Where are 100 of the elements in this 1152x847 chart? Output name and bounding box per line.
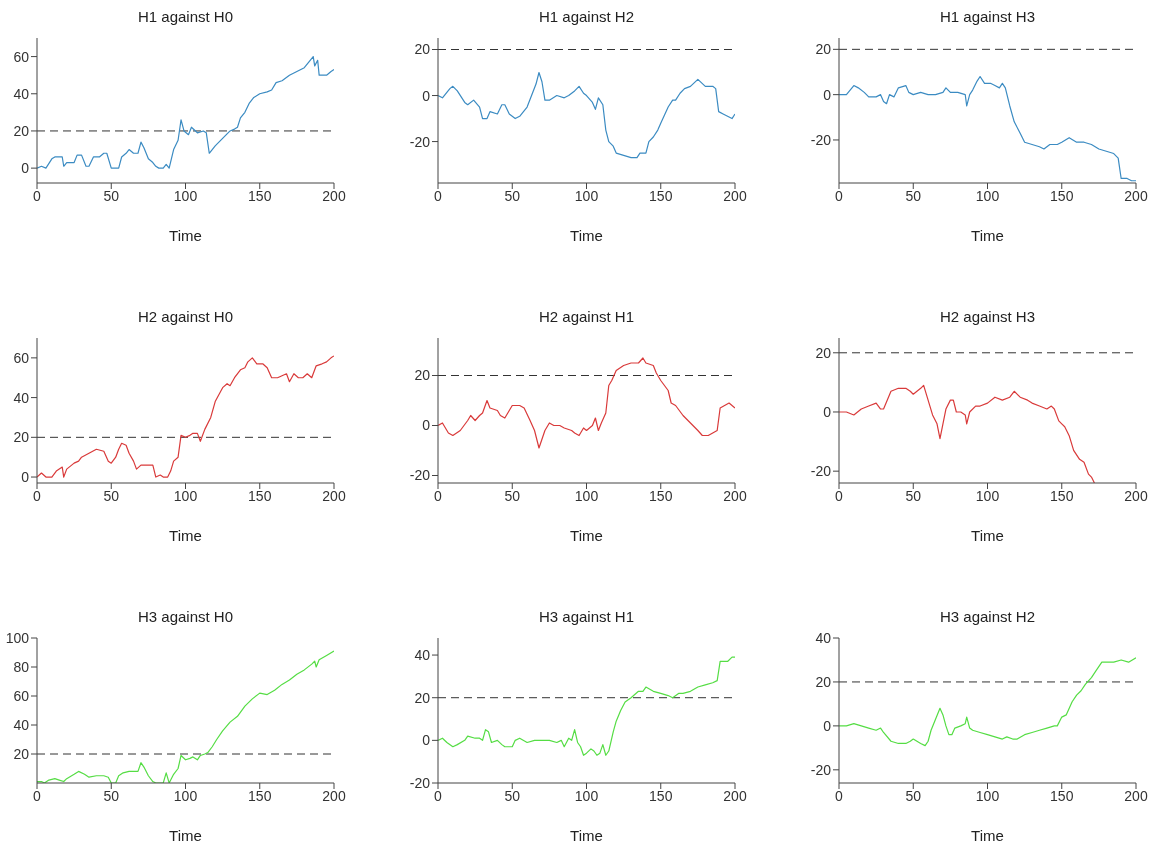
line-series (839, 384, 1096, 483)
x-axis-title: Time (570, 527, 603, 544)
y-tick-label: 40 (815, 629, 832, 646)
chart-title: H2 against H3 (938, 308, 1037, 325)
line-series (438, 656, 735, 756)
x-tick-label: 50 (905, 487, 922, 504)
x-tick-label: 200 (322, 187, 346, 204)
x-tick-label: 150 (1050, 487, 1074, 504)
y-tick-label: 60 (13, 349, 30, 366)
y-tick-label: 20 (815, 344, 832, 361)
y-tick-label: 20 (13, 745, 30, 762)
x-tick-label: 100 (173, 787, 198, 804)
y-tick-label: 40 (13, 85, 30, 102)
y-tick-label: -20 (810, 131, 832, 148)
y-tick-label: -20 (810, 761, 832, 778)
y-tick-label: -20 (409, 774, 431, 791)
y-tick-label: -20 (409, 133, 431, 150)
x-axis-title: Time (169, 827, 202, 844)
x-tick-label: 150 (1050, 187, 1074, 204)
x-tick-label: 150 (649, 187, 673, 204)
chart-title: H3 against H1 (537, 608, 636, 625)
x-tick-label: 0 (434, 187, 443, 204)
x-axis-title: Time (971, 527, 1004, 544)
line-series (839, 657, 1136, 747)
x-tick-label: 150 (649, 787, 673, 804)
x-axis-title: Time (169, 227, 202, 244)
y-tick-label: 100 (5, 629, 30, 646)
x-tick-label: 200 (1124, 187, 1148, 204)
chart-title: H2 against H0 (136, 308, 235, 325)
line-series (37, 355, 334, 478)
y-tick-label: 0 (422, 87, 431, 104)
x-tick-label: 150 (649, 487, 673, 504)
line-series (438, 71, 735, 159)
x-tick-label: 0 (33, 487, 42, 504)
y-tick-label: 40 (414, 647, 431, 664)
line-series (438, 357, 735, 449)
x-tick-label: 200 (322, 487, 346, 504)
y-tick-label: 0 (823, 717, 832, 734)
x-tick-label: 0 (835, 487, 844, 504)
x-tick-label: 50 (504, 787, 521, 804)
x-tick-label: 50 (905, 187, 922, 204)
x-tick-label: 100 (173, 187, 198, 204)
y-tick-label: 0 (21, 160, 30, 177)
y-tick-label: 20 (414, 41, 431, 58)
y-tick-label: 80 (13, 658, 30, 675)
y-tick-label: 0 (422, 732, 431, 749)
y-tick-label: 0 (823, 403, 832, 420)
x-tick-label: 0 (434, 787, 443, 804)
x-tick-label: 100 (574, 187, 599, 204)
x-tick-label: 150 (248, 487, 272, 504)
x-tick-label: 0 (33, 187, 42, 204)
x-tick-label: 50 (103, 187, 120, 204)
x-tick-label: 50 (103, 487, 120, 504)
x-tick-label: 150 (248, 187, 272, 204)
x-tick-label: 150 (1050, 787, 1074, 804)
chart-title: H3 against H2 (938, 608, 1037, 625)
y-tick-label: 20 (815, 673, 832, 690)
x-tick-label: 50 (905, 787, 922, 804)
x-axis-title: Time (971, 227, 1004, 244)
x-tick-label: 200 (723, 787, 747, 804)
y-tick-label: 20 (815, 41, 832, 58)
y-tick-label: 20 (414, 367, 431, 384)
chart-title: H1 against H3 (938, 8, 1037, 25)
x-tick-label: 0 (835, 787, 844, 804)
x-tick-label: 200 (723, 487, 747, 504)
y-tick-label: 0 (21, 469, 30, 486)
x-tick-label: 100 (975, 787, 1000, 804)
y-tick-label: 20 (13, 429, 30, 446)
x-tick-label: 100 (574, 787, 599, 804)
y-tick-label: 40 (13, 389, 30, 406)
x-axis-title: Time (570, 227, 603, 244)
x-tick-label: 200 (1124, 487, 1148, 504)
x-tick-label: 200 (1124, 787, 1148, 804)
x-tick-label: 50 (103, 787, 120, 804)
y-tick-label: 60 (13, 687, 30, 704)
y-tick-label: 60 (13, 48, 30, 65)
x-tick-label: 100 (975, 487, 1000, 504)
x-tick-label: 100 (975, 187, 1000, 204)
x-tick-label: 200 (723, 187, 747, 204)
x-axis-title: Time (971, 827, 1004, 844)
x-axis-title: Time (169, 527, 202, 544)
y-tick-label: 0 (422, 417, 431, 434)
y-tick-label: 20 (414, 689, 431, 706)
y-tick-label: 20 (13, 122, 30, 139)
y-tick-label: 0 (823, 86, 832, 103)
line-series (37, 55, 334, 169)
x-tick-label: 0 (434, 487, 443, 504)
y-tick-label: -20 (409, 467, 431, 484)
chart-title: H1 against H2 (537, 8, 636, 25)
x-tick-label: 50 (504, 187, 521, 204)
x-tick-label: 50 (504, 487, 521, 504)
chart-title: H1 against H0 (136, 8, 235, 25)
y-tick-label: 40 (13, 716, 30, 733)
chart-title: H3 against H0 (136, 608, 235, 625)
x-tick-label: 200 (322, 787, 346, 804)
x-tick-label: 100 (173, 487, 198, 504)
x-axis-title: Time (570, 827, 603, 844)
y-tick-label: -20 (810, 463, 832, 480)
x-tick-label: 0 (33, 787, 42, 804)
x-tick-label: 0 (835, 187, 844, 204)
